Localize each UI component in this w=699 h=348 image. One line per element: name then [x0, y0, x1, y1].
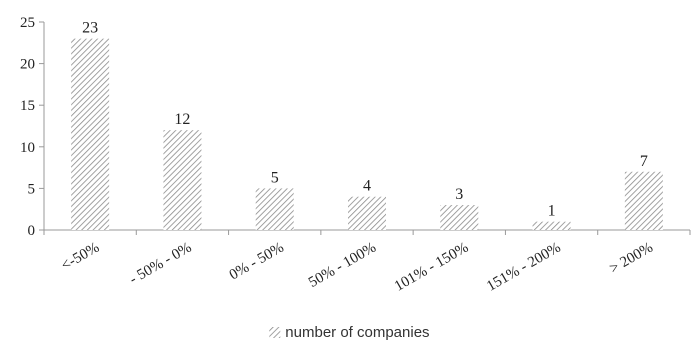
x-tick-label: <-50% — [59, 240, 102, 274]
x-tick-label: 50% - 100% — [306, 240, 379, 291]
y-axis: 0 5 10 15 20 25 — [20, 15, 45, 239]
y-tick-label: 0 — [28, 223, 36, 239]
legend: number of companies — [269, 324, 430, 341]
data-label: 12 — [174, 111, 190, 128]
y-tick-label: 5 — [28, 181, 36, 197]
data-labels: 23 12 5 4 3 1 7 — [82, 20, 648, 220]
data-label: 5 — [271, 169, 279, 186]
y-tick-label: 15 — [20, 98, 35, 114]
data-label: 23 — [82, 20, 98, 37]
x-tick-label: 101% - 150% — [392, 240, 471, 295]
x-tick-label: 0% - 50% — [227, 240, 287, 284]
data-label: 1 — [548, 203, 556, 220]
legend-label: number of companies — [285, 324, 429, 341]
data-label: 3 — [455, 186, 463, 203]
x-tick-label: > 200% — [607, 240, 656, 277]
legend-swatch — [269, 327, 281, 338]
x-tick-label: - 50% - 0% — [127, 240, 195, 288]
x-axis: <-50% - 50% - 0% 0% - 50% 50% - 100% 101% - … — [43, 229, 691, 295]
bar — [440, 205, 479, 230]
bar — [255, 188, 294, 230]
data-label: 7 — [640, 153, 648, 170]
data-label: 4 — [363, 178, 371, 195]
bar — [624, 171, 663, 230]
y-tick-label: 20 — [20, 57, 35, 73]
bar — [532, 221, 571, 230]
y-tick-label: 25 — [20, 15, 35, 31]
y-tick-label: 10 — [20, 140, 35, 156]
bar — [71, 38, 110, 230]
bar — [348, 196, 386, 230]
bars — [71, 38, 663, 230]
x-tick-label: 151% - 200% — [484, 240, 563, 295]
bar — [163, 130, 202, 230]
